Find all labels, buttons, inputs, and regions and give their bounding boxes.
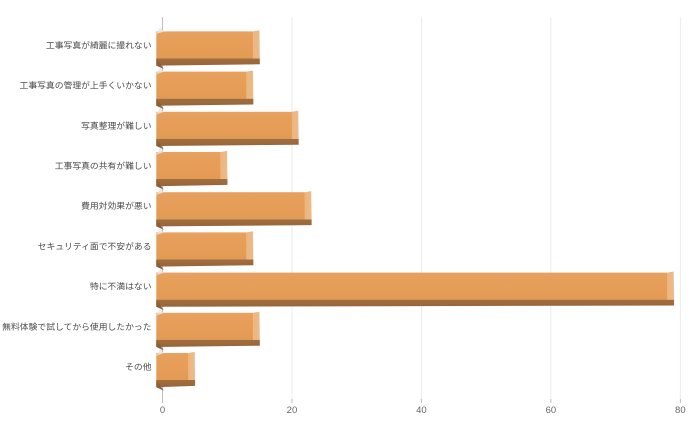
svg-text:工事写真の共有が難しい: 工事写真の共有が難しい — [55, 159, 152, 172]
svg-text:80: 80 — [675, 405, 686, 416]
svg-text:特に不満はない: 特に不満はない — [90, 280, 152, 293]
svg-text:無料体験で試してから使用したかった: 無料体験で試してから使用したかった — [2, 320, 151, 333]
svg-text:工事写真の管理が上手くいかない: 工事写真の管理が上手くいかない — [20, 79, 152, 92]
svg-text:40: 40 — [416, 405, 427, 416]
svg-text:工事写真が綺麗に撮れない: 工事写真が綺麗に撮れない — [46, 38, 152, 51]
svg-text:その他: その他 — [125, 360, 152, 373]
svg-text:20: 20 — [287, 405, 298, 416]
svg-text:0: 0 — [160, 405, 165, 416]
svg-text:60: 60 — [546, 405, 557, 416]
svg-text:写真整理が難しい: 写真整理が難しい — [81, 119, 152, 132]
svg-text:費用対効果が悪い: 費用対効果が悪い — [81, 199, 152, 212]
svg-text:セキュリティ面で不安がある: セキュリティ面で不安がある — [38, 239, 152, 252]
